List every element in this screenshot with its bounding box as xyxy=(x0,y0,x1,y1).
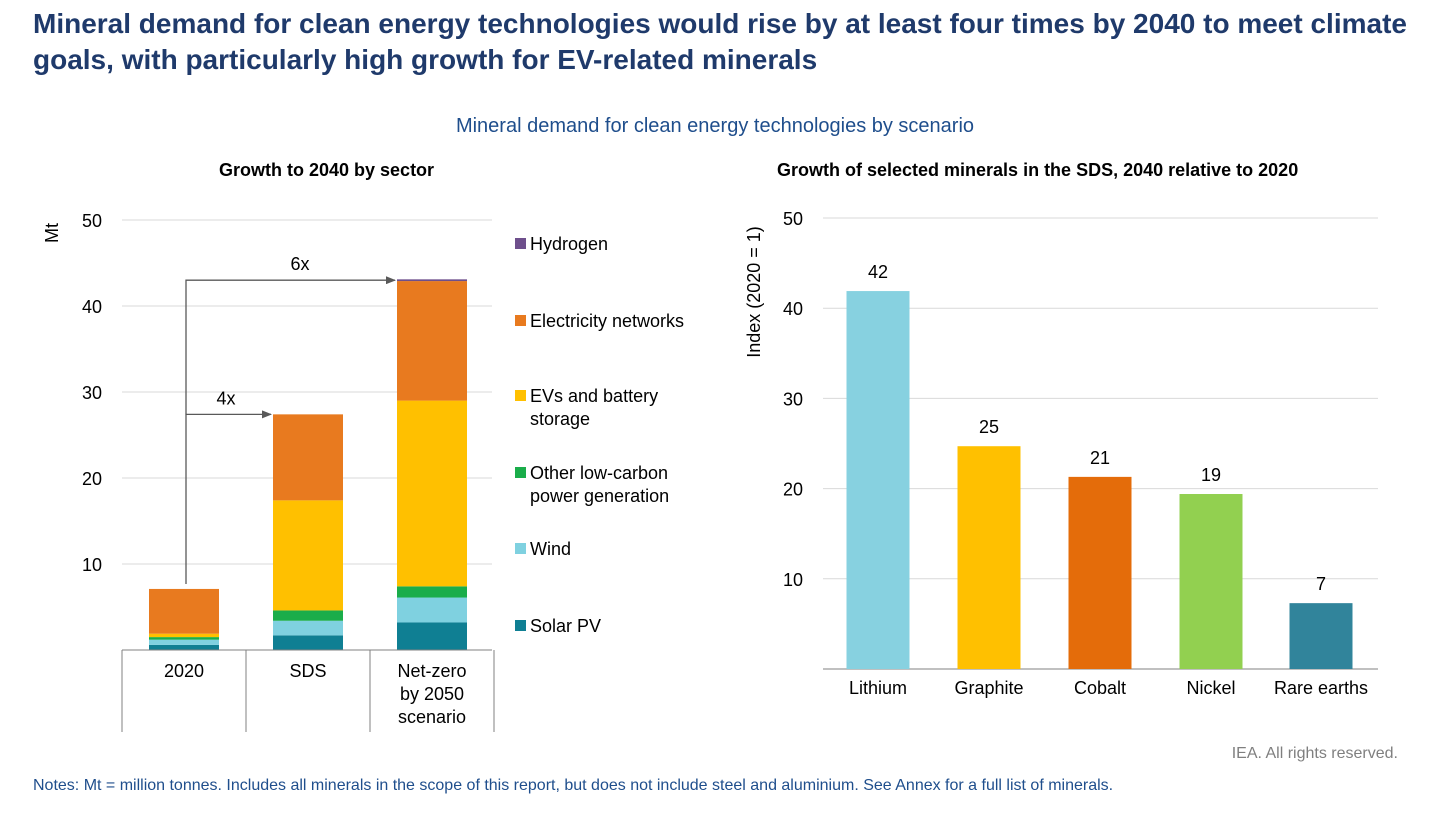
y-tick-label: 30 xyxy=(82,383,102,403)
y-axis-label: Index (2020 = 1) xyxy=(744,226,764,358)
x-tick-label: Nickel xyxy=(1186,678,1235,698)
data-label: 21 xyxy=(1090,448,1110,468)
chart-notes: Notes: Mt = million tonnes. Includes all… xyxy=(33,777,1114,794)
bar-segment-other-low-carbon-power-generation xyxy=(149,637,219,640)
bar-nickel xyxy=(1179,494,1243,669)
legend-swatch-solar-pv xyxy=(515,620,526,631)
bar-graphite xyxy=(957,446,1021,669)
y-tick-label: 30 xyxy=(783,389,803,409)
legend-swatch-wind xyxy=(515,543,526,554)
bar-rare-earths xyxy=(1289,603,1353,669)
annotation-label: 6x xyxy=(290,254,309,274)
bar-lithium xyxy=(846,291,910,669)
growth-arrow-4x xyxy=(185,410,272,584)
bar-segment-wind xyxy=(273,620,343,636)
bar-segment-solar-pv xyxy=(149,644,219,650)
y-axis-label: Mt xyxy=(42,223,62,243)
y-tick-label: 40 xyxy=(82,297,102,317)
legend-swatch-evs-and-battery-storage xyxy=(515,390,526,401)
legend-label-wind: Wind xyxy=(530,539,571,559)
y-tick-label: 10 xyxy=(783,570,803,590)
bar-segment-wind xyxy=(149,639,219,645)
legend-swatch-electricity-networks xyxy=(515,315,526,326)
left-chart-title: Growth to 2040 by sector xyxy=(219,160,435,180)
x-tick-label: Graphite xyxy=(954,678,1023,698)
figure-subtitle: Mineral demand for clean energy technolo… xyxy=(455,115,975,137)
right-chart-title: Growth of selected minerals in the SDS, … xyxy=(777,160,1299,180)
y-tick-label: 40 xyxy=(783,299,803,319)
x-tick-label: 2020 xyxy=(164,661,204,681)
bar-segment-hydrogen xyxy=(397,279,467,282)
minerals-bar-chart: 10 20 30 40 50 Index (2020 = 1) 42 Lithium 25 Gra… xyxy=(744,209,1378,698)
page-headline: Mineral demand for clean energy technolo… xyxy=(33,8,1407,75)
bar-segment-other-low-carbon-power-generation xyxy=(397,586,467,598)
legend-label-other-low-carbon-power-generation: Other low-carbon power generation xyxy=(530,463,669,506)
y-tick-label: 20 xyxy=(783,480,803,500)
bar-segment-wind xyxy=(397,597,467,623)
legend-label-hydrogen: Hydrogen xyxy=(530,234,608,254)
x-tick-label: Lithium xyxy=(849,678,907,698)
bar-segment-evs-and-battery-storage xyxy=(273,500,343,611)
bar-segment-electricity-networks xyxy=(273,414,343,501)
bar-segment-evs-and-battery-storage xyxy=(397,400,467,587)
annotation-label: 4x xyxy=(216,388,235,408)
legend-swatch-hydrogen xyxy=(515,238,526,249)
bar-segment-electricity-networks xyxy=(397,281,467,401)
bar-segment-electricity-networks xyxy=(149,588,219,634)
x-tick-label: Rare earths xyxy=(1274,678,1368,698)
legend-label-electricity-networks: Electricity networks xyxy=(530,311,684,331)
copyright-credit: IEA. All rights reserved. xyxy=(1231,745,1398,762)
sector-stacked-bar-chart: 10 20 30 40 50 Mt 2020 SDS Net-zero by 2050 scenar… xyxy=(42,211,684,732)
data-label: 42 xyxy=(868,262,888,282)
legend-label-solar-pv: Solar PV xyxy=(530,616,601,636)
y-tick-label: 50 xyxy=(82,211,102,231)
legend-swatch-other-low-carbon-power-generation xyxy=(515,467,526,478)
growth-arrow-6x xyxy=(185,276,396,415)
x-tick-label: Cobalt xyxy=(1074,678,1126,698)
bar-segment-other-low-carbon-power-generation xyxy=(273,610,343,621)
legend-label-evs-and-battery-storage: EVs and battery storage xyxy=(530,386,658,429)
bar-segment-solar-pv xyxy=(273,635,343,650)
y-tick-label: 20 xyxy=(82,469,102,489)
y-tick-label: 10 xyxy=(82,555,102,575)
data-label: 7 xyxy=(1316,574,1326,594)
data-label: 19 xyxy=(1201,465,1221,485)
bar-segment-solar-pv xyxy=(397,622,467,650)
y-tick-label: 50 xyxy=(783,209,803,229)
bar-segment-evs-and-battery-storage xyxy=(149,633,219,638)
bar-cobalt xyxy=(1068,476,1132,669)
data-label: 25 xyxy=(979,417,999,437)
x-tick-label: Net-zero by 2050 scenario xyxy=(397,661,466,727)
x-tick-label: SDS xyxy=(289,661,326,681)
